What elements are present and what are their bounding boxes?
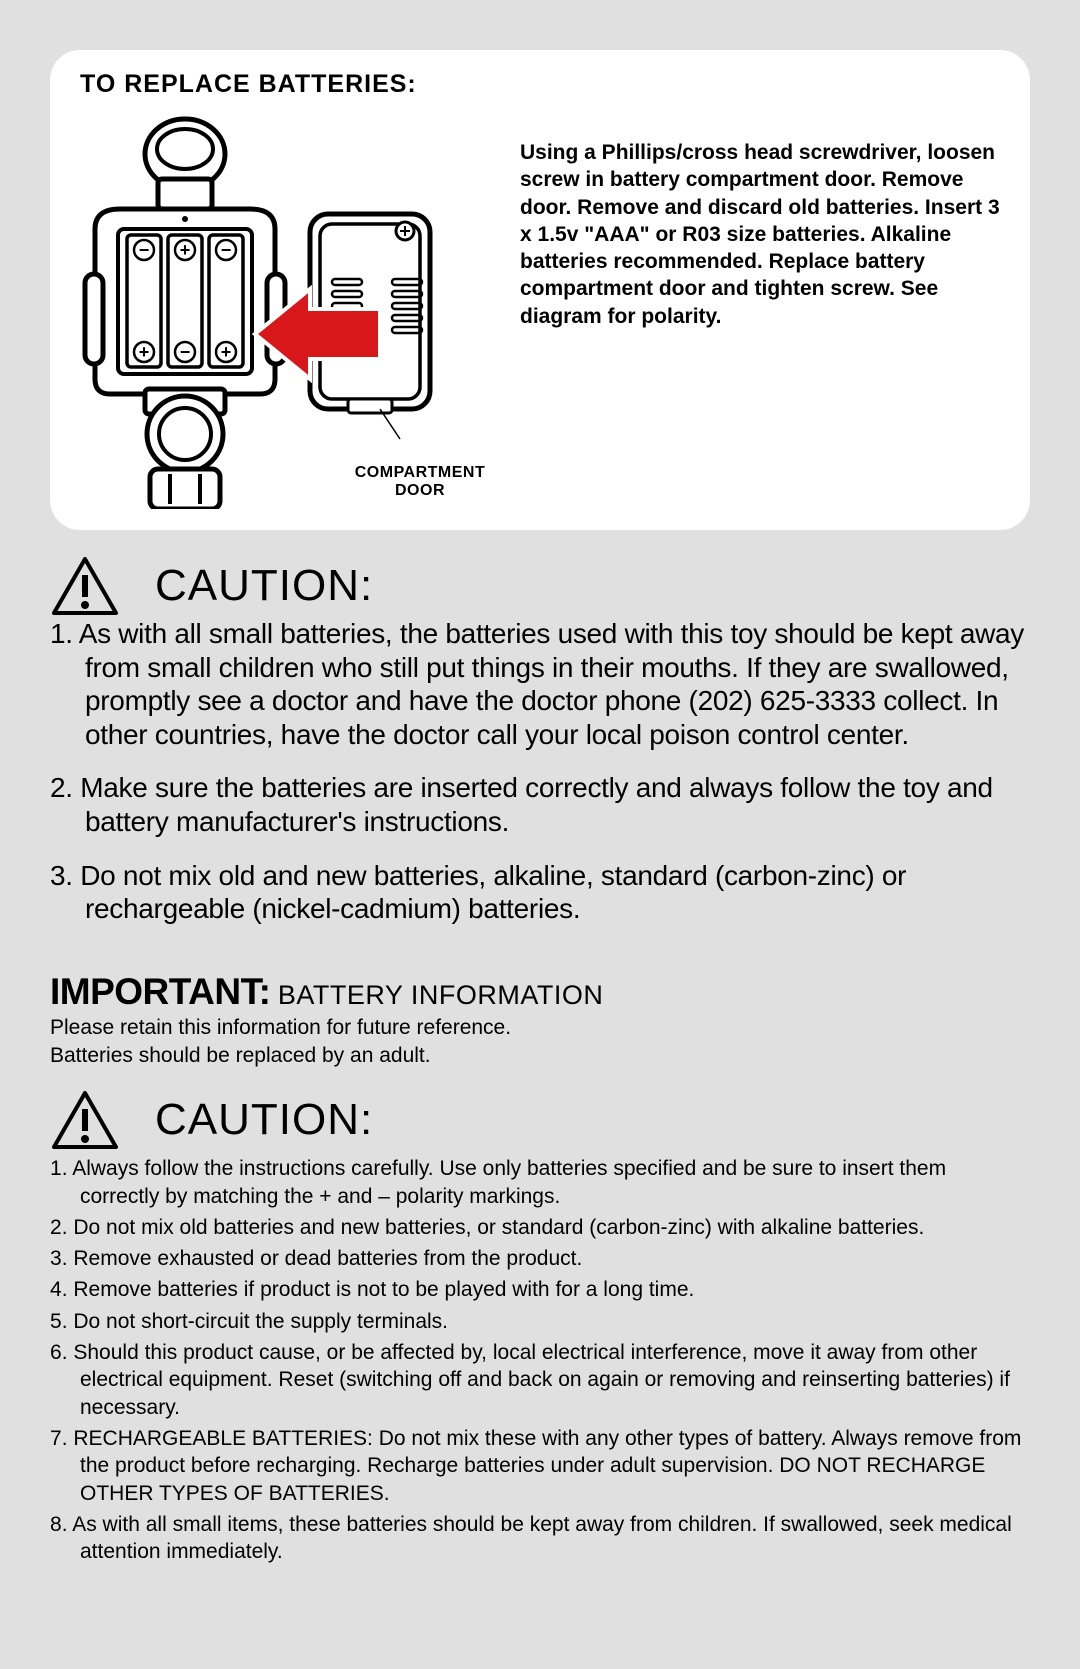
- diagram-row: − + + − − + COMPARTMENT DOOR Using a Phillips…: [80, 109, 1000, 500]
- caution2-heading: CAUTION:: [50, 1089, 1030, 1151]
- caution1-heading: CAUTION:: [50, 555, 1030, 617]
- caution2-item: Should this product cause, or be affecte…: [50, 1339, 1030, 1421]
- caution2-item: Remove exhausted or dead batteries from …: [50, 1245, 1030, 1272]
- svg-text:−: −: [139, 240, 150, 260]
- retain-line1: Please retain this information for futur…: [50, 1015, 1030, 1041]
- caution1-item: As with all small batteries, the batteri…: [50, 617, 1030, 751]
- page: TO REPLACE BATTERIES: − + + − − + COMPARTMENT…: [0, 0, 1080, 1629]
- caution2-item: Always follow the instructions carefully…: [50, 1155, 1030, 1210]
- important-heading: IMPORTANT: BATTERY INFORMATION: [50, 971, 1030, 1013]
- caution1-item: Do not mix old and new batteries, alkali…: [50, 859, 1030, 926]
- caution2-item: RECHARGEABLE BATTERIES: Do not mix these…: [50, 1425, 1030, 1507]
- caution1-item: Make sure the batteries are inserted cor…: [50, 771, 1030, 838]
- caution2-list: Always follow the instructions carefully…: [50, 1155, 1030, 1565]
- important-title: IMPORTANT:: [50, 971, 270, 1012]
- caution1-list: As with all small batteries, the batteri…: [50, 617, 1030, 926]
- compartment-label-line2: DOOR: [395, 482, 445, 499]
- caution2-title: CAUTION:: [155, 1095, 373, 1145]
- svg-text:+: +: [139, 342, 150, 362]
- caution1-title: CAUTION:: [155, 561, 373, 611]
- svg-text:−: −: [221, 240, 232, 260]
- warning-triangle-icon: [50, 1089, 120, 1151]
- svg-text:+: +: [180, 240, 191, 260]
- svg-text:+: +: [221, 342, 232, 362]
- diagram-svg: − + + − − +: [80, 109, 460, 509]
- caution2-item: Do not short-circuit the supply terminal…: [50, 1308, 1030, 1335]
- svg-text:−: −: [180, 342, 191, 362]
- section-header: TO REPLACE BATTERIES:: [80, 70, 1000, 99]
- battery-diagram: − + + − − + COMPARTMENT DOOR: [80, 109, 500, 500]
- warning-triangle-icon: [50, 555, 120, 617]
- compartment-label-line1: COMPARTMENT: [355, 464, 486, 481]
- important-subtitle: BATTERY INFORMATION: [278, 980, 604, 1010]
- caution2-item: Remove batteries if product is not to be…: [50, 1276, 1030, 1303]
- retain-line2: Batteries should be replaced by an adult…: [50, 1043, 1030, 1069]
- caution2-item: Do not mix old batteries and new batteri…: [50, 1214, 1030, 1241]
- diagram-panel: TO REPLACE BATTERIES: − + + − − + COMPARTMENT…: [50, 50, 1030, 530]
- instructions-text: Using a Phillips/cross head screwdriver,…: [520, 109, 1000, 500]
- caution2-item: As with all small items, these batteries…: [50, 1511, 1030, 1566]
